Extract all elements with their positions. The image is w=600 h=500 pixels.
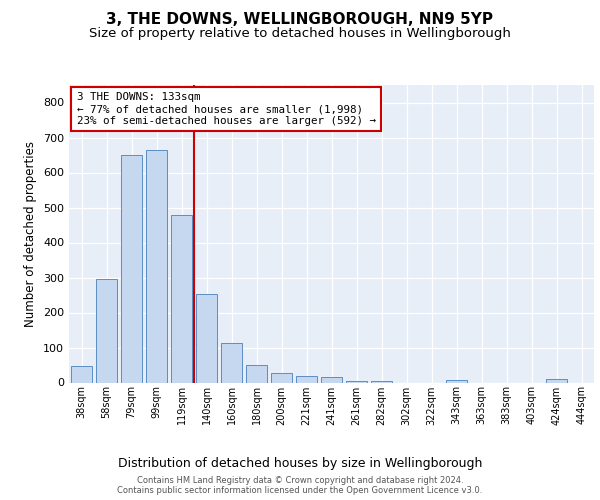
Bar <box>121 155 142 382</box>
Bar <box>71 366 92 382</box>
Bar <box>446 380 467 382</box>
Bar <box>171 214 192 382</box>
Text: 3, THE DOWNS, WELLINGBOROUGH, NN9 5YP: 3, THE DOWNS, WELLINGBOROUGH, NN9 5YP <box>107 12 493 28</box>
Bar <box>346 381 367 382</box>
Text: Distribution of detached houses by size in Wellingborough: Distribution of detached houses by size … <box>118 458 482 470</box>
Bar <box>246 365 267 382</box>
Bar <box>146 150 167 382</box>
Bar <box>196 294 217 382</box>
Text: 3 THE DOWNS: 133sqm
← 77% of detached houses are smaller (1,998)
23% of semi-det: 3 THE DOWNS: 133sqm ← 77% of detached ho… <box>77 92 376 126</box>
Bar <box>221 344 242 382</box>
Bar <box>546 379 567 382</box>
Bar <box>296 376 317 382</box>
Text: Contains HM Land Registry data © Crown copyright and database right 2024.
Contai: Contains HM Land Registry data © Crown c… <box>118 476 482 496</box>
Bar <box>321 377 342 382</box>
Text: Size of property relative to detached houses in Wellingborough: Size of property relative to detached ho… <box>89 28 511 40</box>
Y-axis label: Number of detached properties: Number of detached properties <box>25 141 37 327</box>
Bar <box>96 279 117 382</box>
Bar <box>271 373 292 382</box>
